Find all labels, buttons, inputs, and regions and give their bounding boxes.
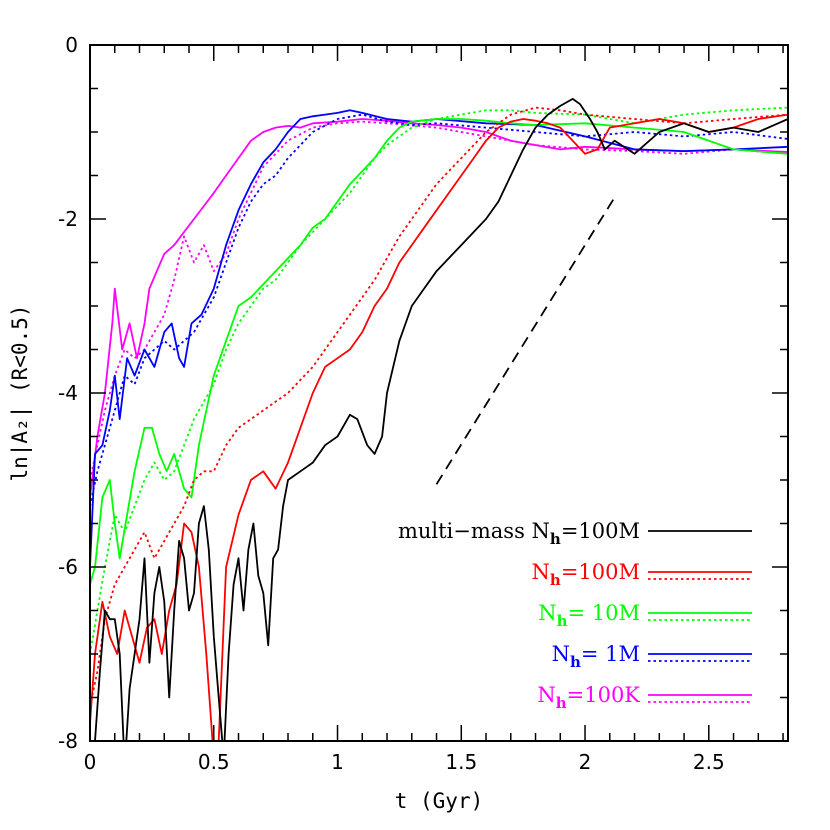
x-tick-label: 0 xyxy=(84,750,97,774)
legend-label: Nh= 1M xyxy=(552,642,640,671)
legend-label-main: N xyxy=(538,601,556,625)
legend-label-main: multi−mass N xyxy=(398,519,550,543)
legend-label-subscript: h xyxy=(556,694,567,712)
series-line-6 xyxy=(90,113,788,741)
y-tick-label: -4 xyxy=(58,381,78,405)
series-layer xyxy=(90,98,788,741)
legend-label-suffix: = 1M xyxy=(581,642,640,666)
series-line-5 xyxy=(90,106,788,655)
legend-label-main: N xyxy=(552,642,570,666)
legend-label-subscript: h xyxy=(550,571,561,589)
legend-label: multi−mass Nh=100M xyxy=(398,519,640,548)
series-line-7 xyxy=(90,106,788,707)
y-axis-label: ln|A₂| (R<0.5) xyxy=(8,304,33,481)
legend-label-main: N xyxy=(537,683,555,707)
tick-layer: 0 0.5 1 1.5 2 2.5 0 -2 -4 -6 -8 xyxy=(58,33,788,774)
legend-label-subscript: h xyxy=(557,612,568,630)
legend-label-suffix: =100K xyxy=(567,683,641,707)
plot-frame xyxy=(89,44,789,742)
legend-label-suffix: =100M xyxy=(561,519,640,543)
y-tick-label: -6 xyxy=(58,555,78,579)
x-tick-label: 1.5 xyxy=(445,750,477,774)
legend-label-suffix: = 10M xyxy=(568,601,641,625)
series-line-8 xyxy=(94,98,788,741)
series-line-3 xyxy=(90,113,788,507)
legend-label-subscript: h xyxy=(550,530,561,548)
legend-label: Nh=100K xyxy=(537,683,640,712)
legend-label-suffix: =100M xyxy=(561,560,640,584)
series-line-4 xyxy=(90,118,788,585)
x-tick-label: 2.5 xyxy=(693,750,725,774)
x-tick-label: 1 xyxy=(331,750,344,774)
series-line-1 xyxy=(90,120,788,481)
series-line-2 xyxy=(90,109,788,568)
x-tick-label: 0.5 xyxy=(198,750,230,774)
legend-label: Nh= 10M xyxy=(538,601,640,630)
y-tick-label: -2 xyxy=(58,207,78,231)
legend-label: Nh=100M xyxy=(532,560,640,589)
y-tick-label: -8 xyxy=(58,729,78,753)
series-line-9 xyxy=(435,196,616,485)
legend-label-main: N xyxy=(532,560,550,584)
legend-label-subscript: h xyxy=(570,653,581,671)
y-tick-label: 0 xyxy=(65,33,78,57)
x-axis-label: t (Gyr) xyxy=(395,789,484,813)
series-line-0 xyxy=(90,118,788,498)
x-tick-label: 2 xyxy=(579,750,592,774)
